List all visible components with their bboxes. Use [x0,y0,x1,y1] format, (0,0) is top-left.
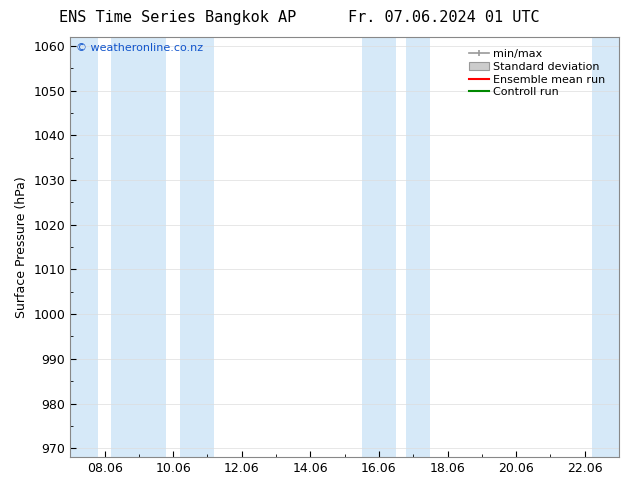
Bar [70,37,98,457]
Bar [362,37,396,457]
Bar [592,37,619,457]
Text: ENS Time Series Bangkok AP: ENS Time Series Bangkok AP [59,10,296,25]
Text: Fr. 07.06.2024 01 UTC: Fr. 07.06.2024 01 UTC [348,10,540,25]
Bar [180,37,214,457]
Y-axis label: Surface Pressure (hPa): Surface Pressure (hPa) [15,176,28,318]
Bar [112,37,166,457]
Bar [406,37,430,457]
Legend: min/max, Standard deviation, Ensemble mean run, Controll run: min/max, Standard deviation, Ensemble me… [467,47,608,99]
Text: © weatheronline.co.nz: © weatheronline.co.nz [76,43,203,53]
